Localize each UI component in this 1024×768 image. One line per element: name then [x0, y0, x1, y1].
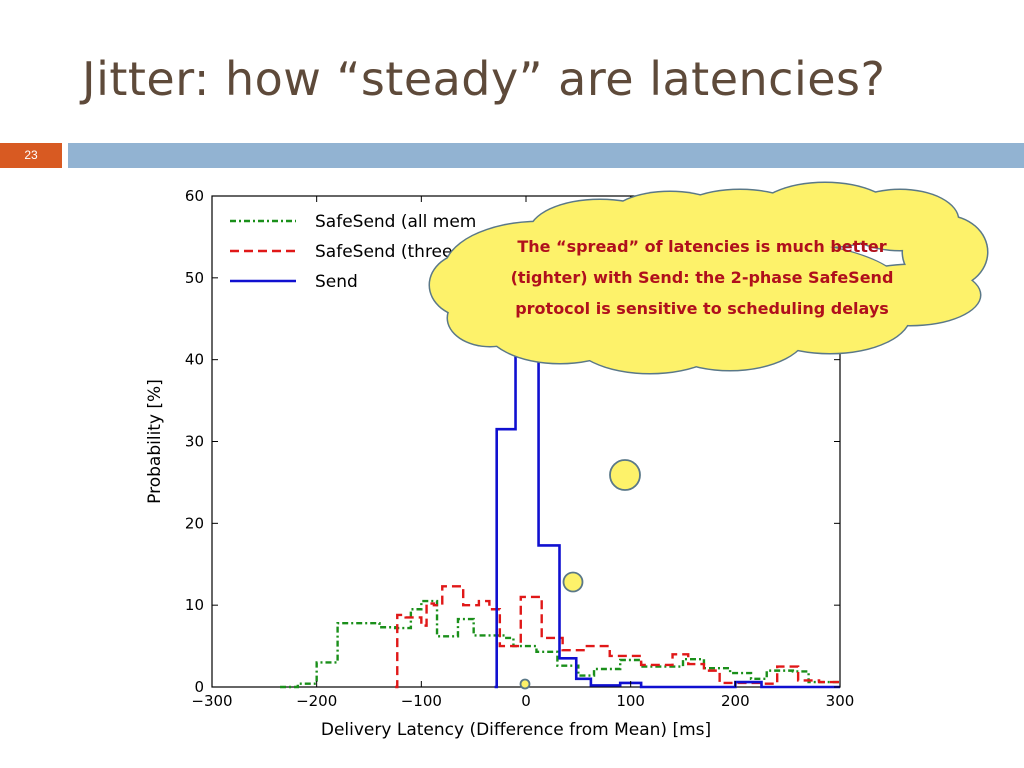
x-tick-label: −200 — [296, 692, 337, 710]
x-tick-label: 0 — [521, 692, 531, 710]
page-number: 23 — [0, 143, 62, 168]
legend-label-0: SafeSend (all mem — [315, 212, 476, 232]
x-tick-label: −300 — [191, 692, 232, 710]
y-tick-label: 20 — [185, 514, 204, 532]
legend-label-1: SafeSend (three — [315, 242, 452, 262]
thought-bubble — [519, 678, 531, 690]
y-tick-label: 30 — [185, 433, 204, 451]
y-tick-label: 60 — [185, 187, 204, 205]
thought-bubble — [562, 571, 584, 593]
callout-text: The “spread” of latencies is much better… — [510, 237, 894, 318]
x-axis-label: Delivery Latency (Difference from Mean) … — [321, 720, 711, 740]
y-tick-label: 50 — [185, 269, 204, 287]
title-divider-bar — [68, 143, 1024, 168]
y-tick-label: 0 — [194, 678, 204, 696]
x-tick-label: −100 — [401, 692, 442, 710]
y-tick-label: 10 — [185, 596, 204, 614]
thought-bubble — [609, 459, 641, 491]
slide-title: Jitter: how “steady” are latencies? — [82, 52, 886, 106]
series-line-0 — [280, 599, 840, 689]
x-tick-label: 200 — [721, 692, 750, 710]
y-tick-label: 40 — [185, 351, 204, 369]
x-tick-label: 300 — [826, 692, 855, 710]
legend-label-2: Send — [315, 272, 358, 292]
y-axis-label: Probability [%] — [145, 379, 165, 504]
x-tick-label: 100 — [616, 692, 645, 710]
cloud-puff — [500, 235, 900, 335]
